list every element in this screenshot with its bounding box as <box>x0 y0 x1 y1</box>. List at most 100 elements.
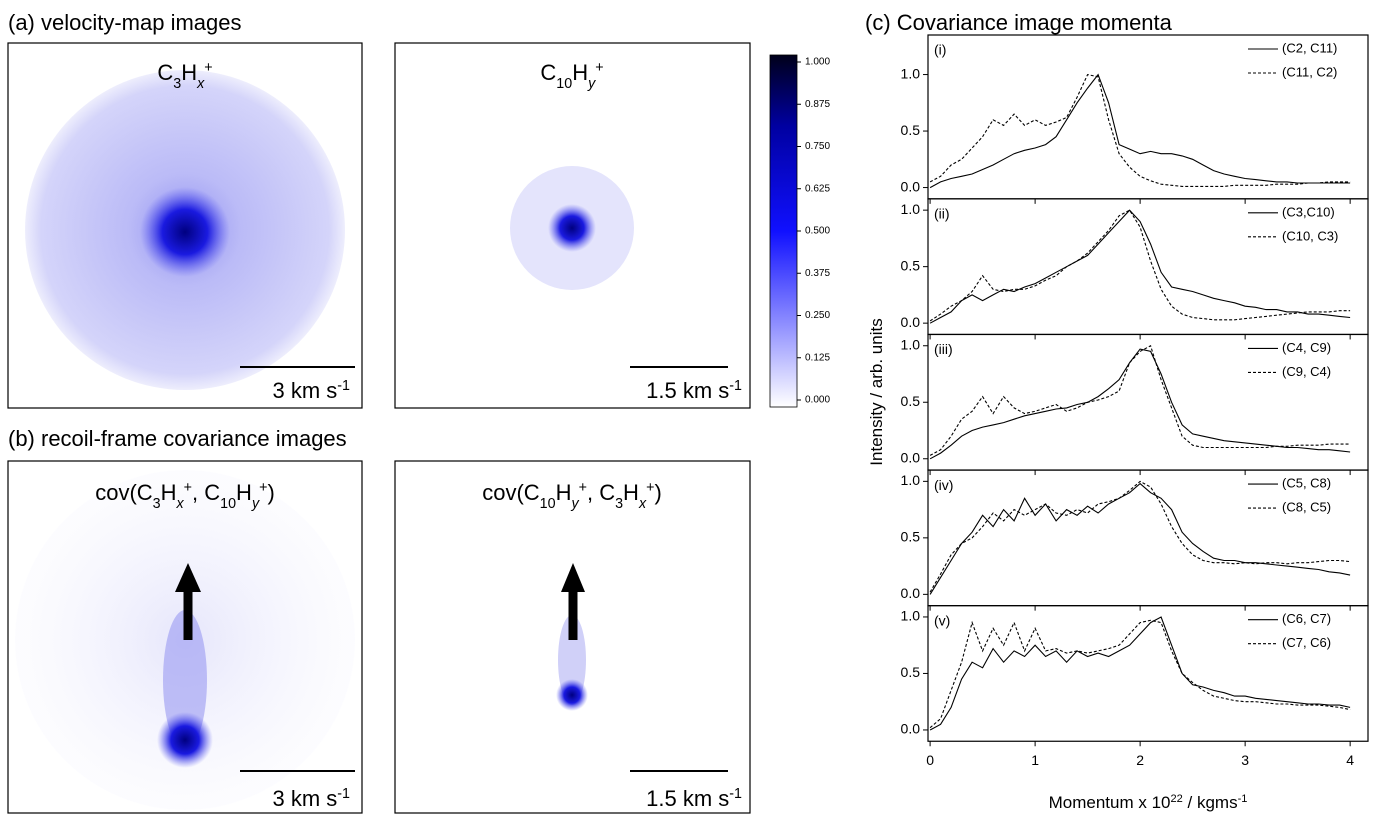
y-tick-label: 1.0 <box>901 608 921 624</box>
scale-label: 1.5 km s-1 <box>646 786 742 811</box>
label-part: C <box>157 60 173 85</box>
label-part: + <box>646 480 654 496</box>
data-line <box>929 73 1351 187</box>
x-tick-label: 2 <box>1136 752 1144 768</box>
y-tick-label: 0.5 <box>901 664 921 680</box>
panel-title: (c) Covariance image momenta <box>865 10 1173 35</box>
colorbar-tick-label: 1.000 <box>805 57 830 68</box>
label-part: + <box>184 480 192 496</box>
label-part: + <box>595 60 603 76</box>
label-part: y <box>251 496 260 512</box>
legend-label: (C6, C7) <box>1282 611 1331 626</box>
label-part: 10 <box>220 496 236 512</box>
label-part: -1 <box>1238 793 1248 805</box>
arrow-head <box>561 563 585 592</box>
colorbar-tick-label: 0.000 <box>805 395 830 406</box>
label-part: + <box>204 60 212 76</box>
label-part: 3 km s <box>272 786 337 811</box>
legend-label: (C8, C5) <box>1282 499 1331 514</box>
image-label: C3Hx+ <box>157 60 212 92</box>
image-panel: C3Hx+ 3 km s-1 <box>7 42 363 409</box>
colorbar-tick-label: 0.375 <box>805 268 830 279</box>
image-panel: C10Hy+ 1.5 km s-1 <box>394 42 751 409</box>
label-part: x <box>638 496 647 512</box>
y-tick-label: 1.0 <box>901 201 921 217</box>
x-axis-title: Momentum x 1022 / kgms-1 <box>1049 793 1248 812</box>
image-core <box>140 187 230 277</box>
y-tick-label: 0.0 <box>901 314 921 330</box>
plot-frame <box>927 34 1369 200</box>
image-panel: cov(C3Hx+, C10Hy+) 3 km s-1 <box>7 460 363 814</box>
x-tick-label: 1 <box>1031 752 1039 768</box>
y-tick-label: 0.0 <box>901 449 921 465</box>
label-part: cov(C <box>95 480 153 505</box>
label-part: y <box>587 76 596 92</box>
label-part: 3 <box>173 76 181 92</box>
chart-label: (i) <box>934 42 946 58</box>
label-part: C <box>540 60 556 85</box>
colorbar-tick-label: 0.875 <box>805 99 830 110</box>
y-tick-label: 0.5 <box>901 529 921 545</box>
label-part: H <box>556 480 572 505</box>
scale-label: 1.5 km s-1 <box>646 378 742 403</box>
y-tick-label: 1.0 <box>901 472 921 488</box>
legend-label: (C3,C10) <box>1282 204 1335 219</box>
x-tick-label: 3 <box>1241 752 1249 768</box>
label-part: -1 <box>729 378 742 394</box>
chart-label: (v) <box>934 612 950 628</box>
label-part: 22 <box>1170 793 1182 805</box>
label-part: cov(C <box>482 480 540 505</box>
label-part: ) <box>267 480 274 505</box>
image-frame <box>7 460 363 814</box>
data-line <box>929 348 1351 460</box>
data-line <box>929 209 1351 322</box>
x-tick-label: 0 <box>926 752 934 768</box>
data-line <box>929 480 1351 593</box>
label-part: + <box>259 480 267 496</box>
y-tick-label: 0.5 <box>901 257 921 273</box>
label-part: 10 <box>540 496 556 512</box>
data-line <box>929 616 1351 731</box>
label-part: H <box>572 60 588 85</box>
chart-label: (iv) <box>934 477 953 493</box>
colorbar-tick-label: 0.250 <box>805 310 830 321</box>
line-charts: 0.0 0.5 1.0 (i) (C2, C11) (C11, C2) 0.0 0.5 1.0 (… <box>901 34 1369 768</box>
data-line <box>929 482 1351 595</box>
label-part: 1.5 km s <box>646 786 729 811</box>
image-label: cov(C10Hy+, C3Hx+) <box>482 480 662 512</box>
label-part: 1.5 km s <box>646 378 729 403</box>
image-frame <box>394 42 751 409</box>
image-core <box>157 712 213 768</box>
label-part: 3 km s <box>272 378 337 403</box>
panel-title: (b) recoil-frame covariance images <box>8 426 347 451</box>
chart-label: (ii) <box>934 206 950 222</box>
y-tick-label: 0.0 <box>901 585 921 601</box>
panel-title: (a) velocity-map images <box>8 10 242 35</box>
label-part: H <box>181 60 197 85</box>
y-tick-label: 0.5 <box>901 122 921 138</box>
legend-label: (C4, C9) <box>1282 340 1331 355</box>
label-part: x <box>176 496 185 512</box>
scale-label: 3 km s-1 <box>272 786 350 811</box>
label-part: x <box>196 76 205 92</box>
label-part: H <box>161 480 177 505</box>
label-part: -1 <box>337 378 350 394</box>
label-part: 3 <box>153 496 161 512</box>
image-frame <box>394 460 751 814</box>
y-tick-label: 0.5 <box>901 393 921 409</box>
label-part: -1 <box>337 786 350 802</box>
label-part: 3 <box>615 496 623 512</box>
data-line <box>929 619 1351 729</box>
legend-label: (C11, C2) <box>1282 64 1337 79</box>
legend-label: (C5, C8) <box>1282 475 1331 490</box>
image-label: C10Hy+ <box>540 60 603 92</box>
scale-label: 3 km s-1 <box>272 378 350 403</box>
image-core <box>556 679 588 711</box>
label-part: Momentum x 10 <box>1049 793 1171 812</box>
label-part: H <box>236 480 252 505</box>
colorbar-tick-label: 0.500 <box>805 226 830 237</box>
image-core <box>548 204 596 252</box>
data-line <box>929 209 1351 324</box>
y-tick-label: 1.0 <box>901 336 921 352</box>
